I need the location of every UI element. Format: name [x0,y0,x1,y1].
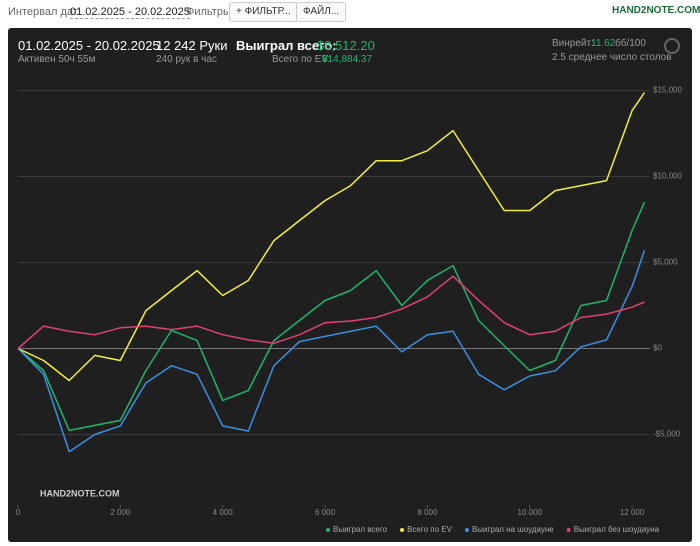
legend-swatch [326,528,330,532]
graph-panel: 01.02.2025 - 20.02.2025 Активен 50ч 55м … [8,28,692,542]
active-time: Активен 50ч 55м [18,54,96,65]
tables: 2.5 среднее число столов [552,52,672,63]
file-button[interactable]: ФАЙЛ... [296,2,347,22]
ev-value: $14,884.37 [322,54,373,65]
legend-swatch [566,528,571,532]
x-tick-label: 0 [16,508,21,517]
date-label: Интервал дат: [8,6,81,18]
y-tick-label: -$5,000 [653,430,681,439]
filters-label: Фильтры: [186,6,234,18]
winrate-unit: бб/100 [615,38,646,49]
settings-icon[interactable] [664,38,680,54]
ev-label: Всего по EV: [272,54,331,65]
legend-label: Выиграл без шоудауна [574,525,660,534]
legend-swatch [400,528,405,532]
series-line [17,201,646,432]
x-tick-label: 2 000 [110,508,131,517]
toolbar: Интервал дат: 01.02.2025 - 20.02.2025 Фи… [0,0,700,26]
x-tick-label: 4 000 [213,508,234,517]
hands: 12 242 Руки [156,38,228,53]
filter-button-text: ФИЛЬТР... [244,6,291,17]
x-tick-label: 6 000 [315,508,336,517]
winrate-label: Винрейт: [552,38,594,49]
x-tick-label: 12 000 [620,508,645,517]
logo: HAND2NOTE.COM [612,5,700,16]
legend-swatch [464,528,469,532]
series-line [17,250,646,453]
x-tick-label: 8 000 [417,508,438,517]
won-value: $8,512.20 [317,38,375,53]
y-tick-label: $0 [653,344,662,353]
date-range[interactable]: 01.02.2025 - 20.02.2025 [70,6,190,19]
hands-per-hour: 240 рук в час [156,54,217,65]
series-line [17,92,646,382]
x-tick-label: 10 000 [518,508,543,517]
series-line [17,275,645,350]
legend-label: Всего по EV [407,525,453,534]
y-tick-label: $15,000 [653,86,682,95]
watermark: HAND2NOTE.COM [40,488,120,498]
y-tick-label: $10,000 [653,172,682,181]
filter-button[interactable]: + ФИЛЬТР... [229,2,298,22]
winrate-value: 11.62 [591,38,616,49]
legend-label: Выиграл на шоудауне [472,525,554,534]
won-label: Выиграл всего: [236,38,337,53]
legend-label: Выиграл всего [333,525,388,534]
y-tick-label: $5,000 [653,258,678,267]
period: 01.02.2025 - 20.02.2025 [18,38,160,53]
